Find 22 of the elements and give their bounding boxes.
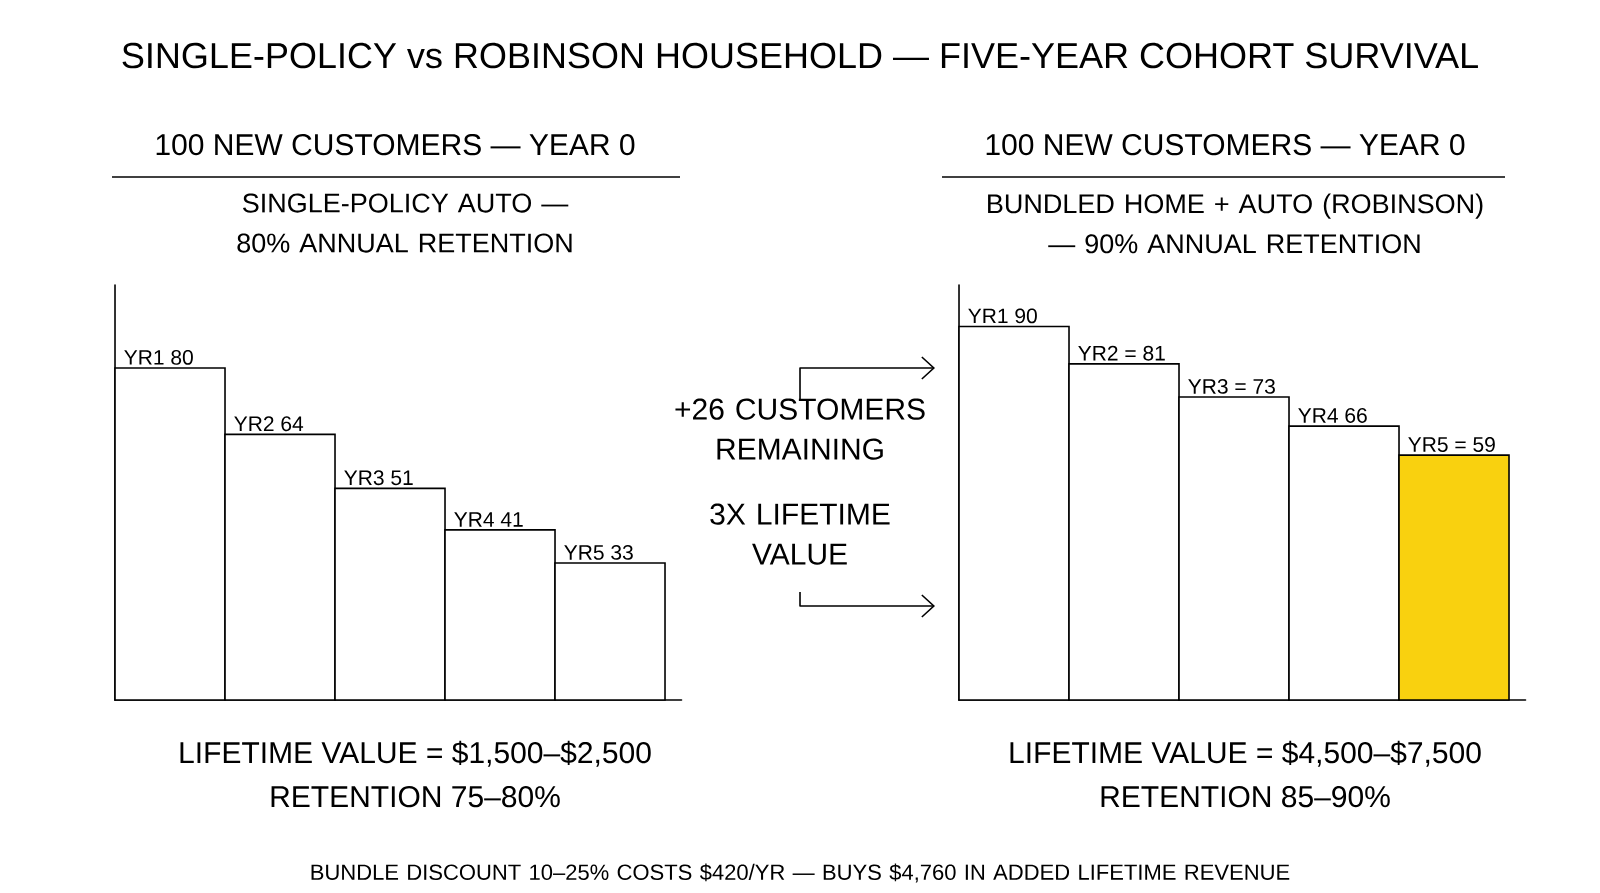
data-label: YR5 33 xyxy=(564,544,633,560)
data-label: YR4 41 xyxy=(454,512,523,527)
data-label: YR5 = 59 xyxy=(1408,437,1495,452)
data-label: YR3 = 73 xyxy=(1188,378,1275,394)
data-label: YR2 64 xyxy=(234,416,304,432)
text: SINGLE-POLICY vs ROBINSON HOUSEHOLD — FIVE-YEAR COHORT SURVIVAL xyxy=(122,42,1478,69)
text: LIFETIME VALUE = $4,500–$7,500 xyxy=(1010,740,1481,767)
data-label: YR3 51 xyxy=(344,470,413,486)
data-label: YR4 66 xyxy=(1298,408,1367,423)
chart-title: 100 NEW CUSTOMERS — YEAR 0 xyxy=(986,134,1465,156)
text: RETENTION 75–80% xyxy=(271,786,560,808)
text: RETENTION 85–90% xyxy=(1101,786,1390,808)
text: LIFETIME VALUE = $1,500–$2,500 xyxy=(180,740,651,767)
chart-subtitle: SINGLE-POLICY AUTO — 80% ANNUAL RETENTION xyxy=(237,193,572,253)
annotation: +26 CUSTOMERS REMAINING xyxy=(675,398,925,460)
data-label: YR2 = 81 xyxy=(1078,345,1165,361)
text: 3X LIFETIME VALUE xyxy=(710,503,890,565)
text: BUNDLE DISCOUNT 10–25% COSTS $420/YR — BUYS $4,760 IN ADDED LIFETIME REVENUE xyxy=(311,863,1290,883)
chart-subtitle: BUNDLED HOME + AUTO (ROBINSON) — 90% ANNUAL RETENTION xyxy=(988,193,1483,254)
data-label: YR1 80 xyxy=(124,349,193,365)
chart-title: 100 NEW CUSTOMERS — YEAR 0 xyxy=(156,134,635,156)
data-label: YR1 90 xyxy=(968,308,1037,324)
